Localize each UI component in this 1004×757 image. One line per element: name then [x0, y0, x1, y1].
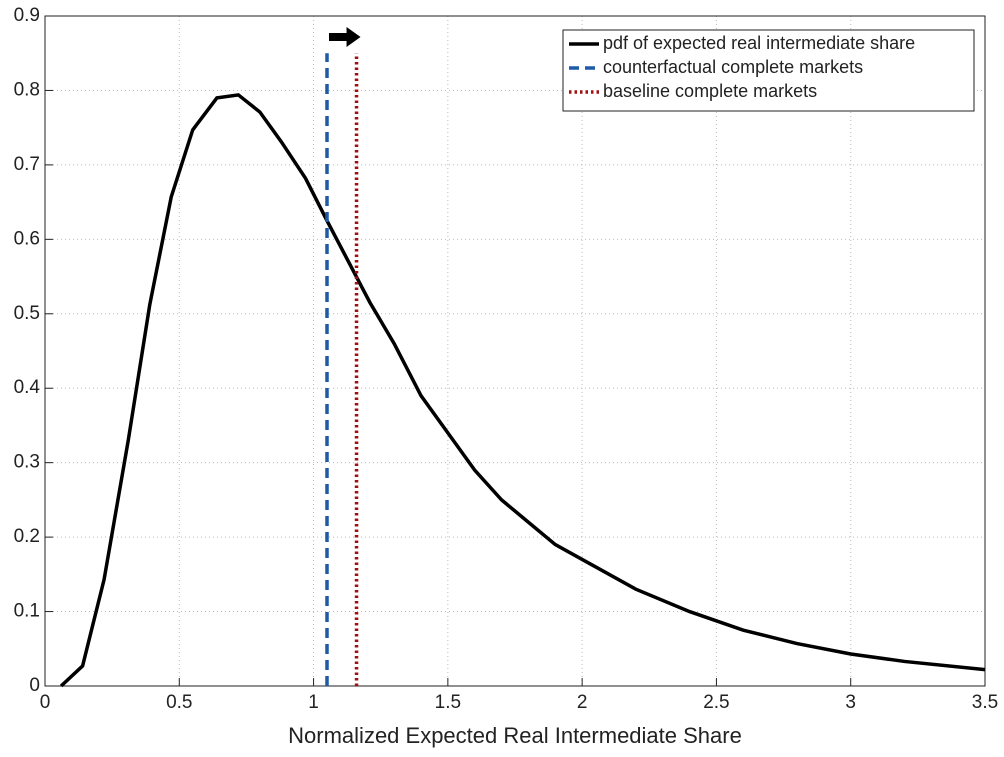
plot-frame: [44, 15, 986, 687]
y-tick-label: 0: [29, 675, 40, 696]
x-tick-label: 1.5: [435, 692, 461, 713]
y-tick-label: 0.2: [14, 526, 40, 547]
legend-box: [562, 29, 975, 112]
x-tick-label: 1: [308, 692, 319, 713]
series-line: [59, 93, 986, 688]
y-tick-label: 0.7: [14, 154, 40, 175]
y-tick-label: 0.6: [14, 228, 40, 249]
x-axis-label: Normalized Expected Real Intermediate Sh…: [288, 723, 742, 748]
x-tick-label: 0: [40, 692, 51, 713]
x-tick-label: 2.5: [703, 692, 729, 713]
legend-label: baseline complete markets: [603, 81, 817, 101]
y-tick-label: 0.3: [14, 452, 40, 473]
y-tick-label: 0.5: [14, 303, 40, 324]
legend-label: pdf of expected real intermediate share: [603, 33, 915, 53]
x-tick-label: 3.5: [972, 692, 998, 713]
y-tick-label: 0.9: [14, 5, 40, 26]
y-tick-label: 0.8: [14, 79, 40, 100]
y-tick-label: 0.1: [14, 601, 40, 622]
y-tick-label: 0.4: [14, 377, 41, 398]
x-tick-label: 2: [577, 692, 588, 713]
x-tick-label: 0.5: [166, 692, 192, 713]
x-tick-label: 3: [845, 692, 856, 713]
legend-label: counterfactual complete markets: [603, 57, 863, 77]
arrow: [329, 27, 361, 47]
